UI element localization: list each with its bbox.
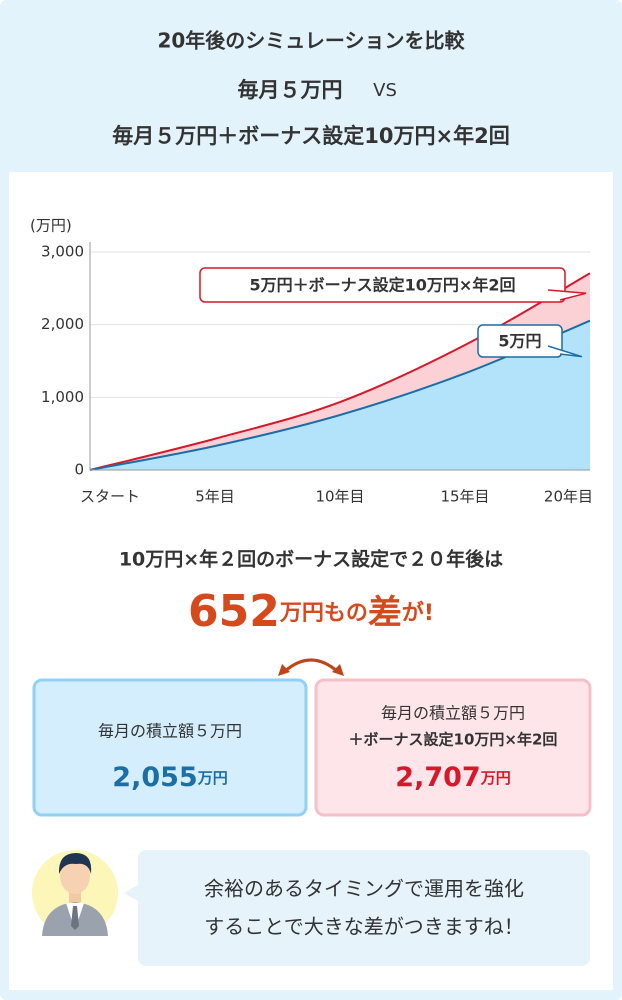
y-unit: (万円): [30, 217, 72, 235]
diff-amount: 652: [188, 586, 280, 637]
series-label-box: [199, 267, 566, 303]
box-plan-a: [32, 678, 308, 817]
x-tick-label: スタート: [80, 488, 140, 506]
double-arrow: [283, 658, 339, 674]
comment-line: 余裕のあるタイミングで運用を強化: [204, 877, 524, 901]
x-tick-label: 10年目: [315, 488, 364, 506]
line: [89, 272, 591, 471]
box-label-2: ＋ボーナス設定10万円×年2回: [349, 731, 558, 749]
summary-headline: 652万円もの差が!: [188, 586, 434, 637]
box-amount: 2,055: [112, 762, 197, 793]
plan-b: 毎月５万円＋ボーナス設定10万円×年2回: [112, 124, 509, 148]
y-tick-label: 0: [74, 461, 84, 479]
vs: VS: [373, 80, 397, 101]
series-label-pointer: [547, 345, 583, 358]
plan-a: 毎月５万円: [238, 78, 343, 102]
box-amount: 2,707: [395, 762, 480, 793]
legend-label: 5万円: [498, 332, 541, 351]
svg-text:2,707万円: 2,707万円: [395, 762, 510, 793]
title: 20年後のシミュレーションを比較: [157, 29, 465, 53]
box-plan-b: [314, 678, 592, 817]
y-tick-label: 2,000: [41, 315, 84, 333]
summary-lead: 10万円×年２回のボーナス設定で２０年後は: [119, 548, 503, 571]
diff-suffix: が!: [402, 600, 434, 626]
legend-label: 5万円＋ボーナス設定10万円×年2回: [250, 276, 516, 295]
diff-word: 差: [368, 593, 402, 633]
chart: (万円) 0 1,000 2,000 3,000 スタート 5年目 10年目 15年目 20年目 5…: [30, 217, 593, 506]
svg-text:2,055万円: 2,055万円: [112, 762, 227, 793]
y-tick-label: 1,000: [41, 388, 84, 406]
series-label-pointer: [547, 289, 587, 301]
speech-bubble: [138, 850, 590, 966]
bubble-tail: [124, 885, 138, 901]
y-tick-label: 3,000: [41, 243, 84, 261]
box-unit: 万円: [197, 769, 228, 787]
diff-unit: 万円もの: [279, 601, 368, 626]
area: [90, 320, 590, 470]
box-label: 毎月の積立額５万円: [98, 722, 242, 741]
series-label-box: [477, 324, 563, 358]
box-label: 毎月の積立額５万円: [381, 704, 525, 723]
x-tick-label: 15年目: [440, 488, 489, 506]
x-tick-label: 20年目: [544, 488, 593, 506]
comment-line: することで大きな差がつきますね！: [204, 915, 523, 939]
x-tick-label: 5年目: [195, 488, 235, 506]
avatar: [32, 850, 118, 936]
box-unit: 万円: [480, 769, 511, 787]
